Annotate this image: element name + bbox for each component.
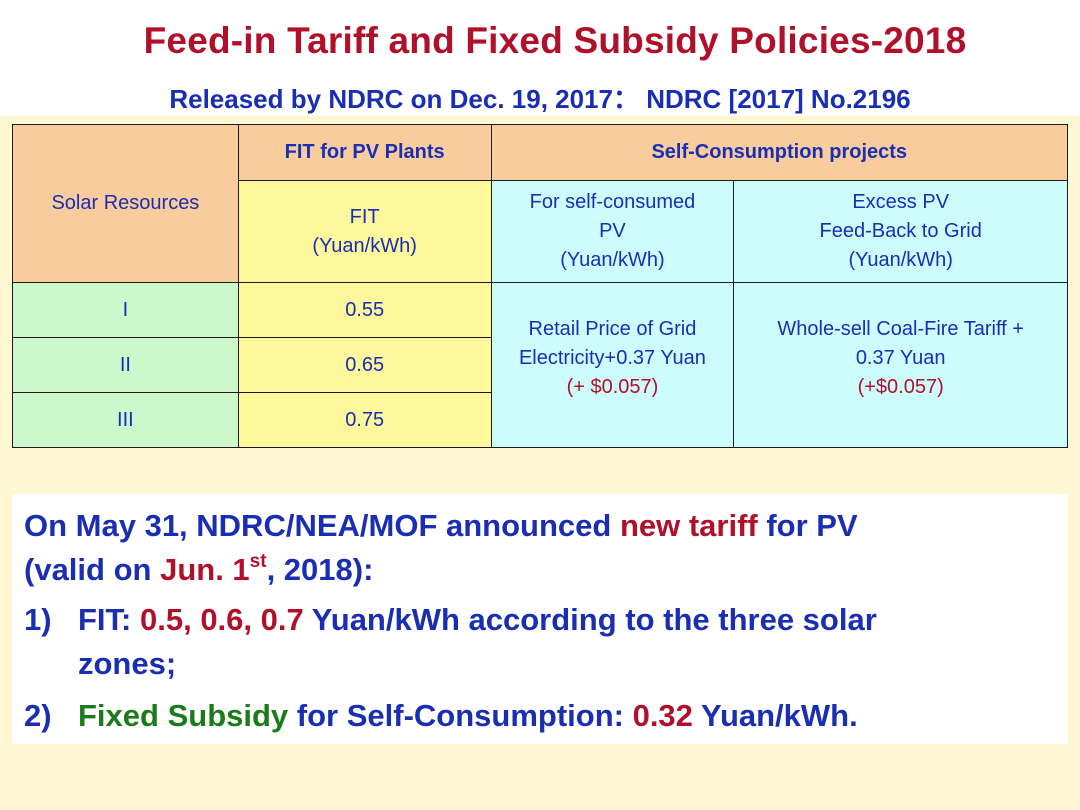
subheader-fit-unit: (Yuan/kWh) bbox=[312, 234, 417, 257]
subheader-self-consumed: For self-consumed PV (Yuan/kWh) bbox=[490, 180, 735, 283]
announcement-box: On May 31, NDRC/NEA/MOF announced new ta… bbox=[12, 494, 1068, 744]
self-consumed-value-line: Retail Price of Grid bbox=[528, 317, 697, 340]
announcement-date-suffix: st bbox=[249, 551, 267, 572]
excess-value-cell: Whole-sell Coal-Fire Tariff + 0.37 Yuan … bbox=[733, 282, 1068, 448]
announcement-line-2: (valid on Jun. 1st, 2018): bbox=[24, 552, 373, 588]
subheader-fit: FIT (Yuan/kWh) bbox=[237, 180, 492, 283]
excess-usd: (+$0.057) bbox=[857, 375, 944, 398]
table-row: II 0.65 bbox=[12, 337, 1068, 393]
excess-value-line: Whole-sell Coal-Fire Tariff + bbox=[777, 317, 1024, 340]
announcement-line-1: On May 31, NDRC/NEA/MOF announced new ta… bbox=[24, 508, 858, 544]
subheader-self-consumed-line: PV bbox=[599, 220, 626, 242]
announcement-text: , 2018): bbox=[266, 552, 374, 587]
announcement-date: Jun. 1st bbox=[160, 552, 267, 587]
page-title: Feed-in Tariff and Fixed Subsidy Policie… bbox=[143, 20, 967, 61]
announcement-text: (valid on bbox=[24, 552, 161, 587]
fixed-subsidy-text: for Self-Consumption: bbox=[288, 698, 633, 733]
fit-value-cell: 0.55 bbox=[237, 282, 492, 338]
list-item-fixed-subsidy: Fixed Subsidy for Self-Consumption: 0.32… bbox=[78, 698, 858, 734]
fit-label: FIT: bbox=[78, 602, 140, 637]
list-item-fit: FIT: 0.5, 0.6, 0.7 Yuan/kWh according to… bbox=[78, 602, 877, 638]
list-number-1: 1) bbox=[24, 602, 52, 637]
fixed-subsidy-label: Fixed Subsidy bbox=[78, 698, 289, 733]
fit-values: 0.5, 0.6, 0.7 bbox=[140, 602, 304, 637]
self-consumed-value-line: Electricity+0.37 Yuan bbox=[518, 346, 706, 369]
header-fit-pv-plants: FIT for PV Plants bbox=[237, 124, 492, 181]
list-number-2: 2) bbox=[24, 698, 52, 733]
announcement-date-text: Jun. 1 bbox=[160, 552, 250, 587]
subheader-excess-line: Excess PV bbox=[852, 191, 950, 213]
zone-cell: II bbox=[12, 337, 239, 393]
zone-cell: III bbox=[12, 392, 239, 448]
header-solar-resources: Solar Resources bbox=[12, 124, 239, 283]
self-consumed-usd: (+ $0.057) bbox=[566, 375, 659, 398]
fixed-subsidy-value: 0.32 bbox=[632, 698, 693, 733]
fit-description: Yuan/kWh according to the three solar bbox=[303, 602, 877, 637]
zone-cell: I bbox=[12, 282, 239, 338]
table-row: I 0.55 Retail Price of Grid Electricity+… bbox=[12, 282, 1068, 448]
announcement-text: On May 31, NDRC/NEA/MOF announced bbox=[24, 508, 620, 543]
announcement-new-tariff: new tariff bbox=[619, 508, 758, 543]
table-row: III 0.75 bbox=[12, 392, 1068, 448]
fit-value-cell: 0.65 bbox=[237, 337, 492, 393]
subheader-excess-unit: (Yuan/kWh) bbox=[848, 249, 953, 271]
subheader-self-consumed-unit: (Yuan/kWh) bbox=[560, 249, 665, 271]
excess-value-line: 0.37 Yuan bbox=[855, 346, 946, 369]
tariff-table: Solar Resources FIT for PV Plants Self-C… bbox=[12, 124, 1069, 448]
subheader-excess-line: Feed-Back to Grid bbox=[819, 220, 982, 242]
list-item-fit-continued: zones; bbox=[78, 646, 177, 681]
subheader-excess-pv: Excess PV Feed-Back to Grid (Yuan/kWh) bbox=[733, 180, 1068, 283]
fit-value-cell: 0.75 bbox=[237, 392, 492, 448]
subheader-fit-line: FIT bbox=[349, 205, 380, 228]
subheader-self-consumed-line: For self-consumed bbox=[529, 191, 696, 213]
header-self-consumption: Self-Consumption projects bbox=[490, 124, 1069, 181]
slide-header: Feed-in Tariff and Fixed Subsidy Policie… bbox=[0, 0, 1080, 116]
announcement-text: for PV bbox=[757, 508, 858, 543]
fixed-subsidy-unit: Yuan/kWh. bbox=[692, 698, 858, 733]
page-subtitle: Released by NDRC on Dec. 19, 2017： NDRC … bbox=[169, 84, 911, 114]
self-consumed-value-cell: Retail Price of Grid Electricity+0.37 Yu… bbox=[490, 282, 735, 448]
